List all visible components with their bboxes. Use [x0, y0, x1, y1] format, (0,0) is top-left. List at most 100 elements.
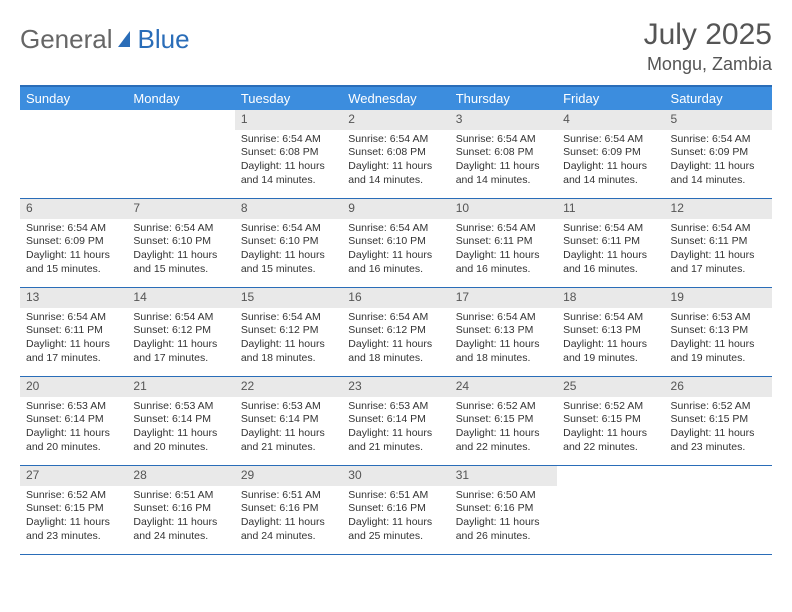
daylight-line: Daylight: 11 hours and 24 minutes.: [133, 516, 228, 543]
day-number: 17: [450, 288, 557, 308]
day-cell: 8Sunrise: 6:54 AMSunset: 6:10 PMDaylight…: [235, 199, 342, 287]
brand-part1: General: [20, 24, 113, 55]
day-cell: 28Sunrise: 6:51 AMSunset: 6:16 PMDayligh…: [127, 466, 234, 554]
sunrise-line: Sunrise: 6:53 AM: [133, 400, 228, 414]
dayname-row: Sunday Monday Tuesday Wednesday Thursday…: [20, 87, 772, 110]
sunrise-line: Sunrise: 6:54 AM: [671, 222, 766, 236]
day-number: 6: [20, 199, 127, 219]
day-number: 9: [342, 199, 449, 219]
sunset-line: Sunset: 6:16 PM: [456, 502, 551, 516]
day-number: 11: [557, 199, 664, 219]
day-number: 5: [665, 110, 772, 130]
day-number: 14: [127, 288, 234, 308]
sunrise-line: Sunrise: 6:54 AM: [456, 222, 551, 236]
day-body: Sunrise: 6:53 AMSunset: 6:14 PMDaylight:…: [127, 397, 234, 459]
daylight-line: Daylight: 11 hours and 14 minutes.: [456, 160, 551, 187]
day-cell: 22Sunrise: 6:53 AMSunset: 6:14 PMDayligh…: [235, 377, 342, 465]
day-number: 19: [665, 288, 772, 308]
day-cell: 11Sunrise: 6:54 AMSunset: 6:11 PMDayligh…: [557, 199, 664, 287]
sunrise-line: Sunrise: 6:54 AM: [241, 222, 336, 236]
sunrise-line: Sunrise: 6:54 AM: [241, 311, 336, 325]
sunrise-line: Sunrise: 6:54 AM: [456, 133, 551, 147]
title-month: July 2025: [644, 18, 772, 52]
daylight-line: Daylight: 11 hours and 20 minutes.: [133, 427, 228, 454]
day-number: 23: [342, 377, 449, 397]
sunset-line: Sunset: 6:15 PM: [26, 502, 121, 516]
sunset-line: Sunset: 6:14 PM: [241, 413, 336, 427]
sunset-line: Sunset: 6:09 PM: [671, 146, 766, 160]
day-cell: 21Sunrise: 6:53 AMSunset: 6:14 PMDayligh…: [127, 377, 234, 465]
sunrise-line: Sunrise: 6:52 AM: [26, 489, 121, 503]
daylight-line: Daylight: 11 hours and 20 minutes.: [26, 427, 121, 454]
daylight-line: Daylight: 11 hours and 18 minutes.: [456, 338, 551, 365]
day-body: Sunrise: 6:54 AMSunset: 6:11 PMDaylight:…: [557, 219, 664, 281]
sunrise-line: Sunrise: 6:54 AM: [133, 311, 228, 325]
dayname: Saturday: [665, 87, 772, 110]
sunset-line: Sunset: 6:09 PM: [26, 235, 121, 249]
day-cell: 16Sunrise: 6:54 AMSunset: 6:12 PMDayligh…: [342, 288, 449, 376]
daylight-line: Daylight: 11 hours and 17 minutes.: [26, 338, 121, 365]
daylight-line: Daylight: 11 hours and 14 minutes.: [241, 160, 336, 187]
week-row: 27Sunrise: 6:52 AMSunset: 6:15 PMDayligh…: [20, 466, 772, 555]
empty-cell: [127, 110, 234, 198]
sunset-line: Sunset: 6:08 PM: [456, 146, 551, 160]
day-cell: 23Sunrise: 6:53 AMSunset: 6:14 PMDayligh…: [342, 377, 449, 465]
day-cell: 25Sunrise: 6:52 AMSunset: 6:15 PMDayligh…: [557, 377, 664, 465]
day-body: Sunrise: 6:54 AMSunset: 6:09 PMDaylight:…: [557, 130, 664, 192]
sunset-line: Sunset: 6:11 PM: [26, 324, 121, 338]
empty-cell: [665, 466, 772, 554]
sunset-line: Sunset: 6:16 PM: [241, 502, 336, 516]
day-number: 25: [557, 377, 664, 397]
sunset-line: Sunset: 6:16 PM: [133, 502, 228, 516]
day-body: Sunrise: 6:50 AMSunset: 6:16 PMDaylight:…: [450, 486, 557, 548]
daylight-line: Daylight: 11 hours and 21 minutes.: [348, 427, 443, 454]
day-body: Sunrise: 6:53 AMSunset: 6:14 PMDaylight:…: [235, 397, 342, 459]
sunrise-line: Sunrise: 6:54 AM: [671, 133, 766, 147]
empty-cell: [557, 466, 664, 554]
sunrise-line: Sunrise: 6:53 AM: [26, 400, 121, 414]
day-number: 12: [665, 199, 772, 219]
day-body: Sunrise: 6:51 AMSunset: 6:16 PMDaylight:…: [127, 486, 234, 548]
day-body: Sunrise: 6:54 AMSunset: 6:13 PMDaylight:…: [557, 308, 664, 370]
day-cell: 6Sunrise: 6:54 AMSunset: 6:09 PMDaylight…: [20, 199, 127, 287]
sunrise-line: Sunrise: 6:54 AM: [348, 133, 443, 147]
empty-cell: [20, 110, 127, 198]
sunrise-line: Sunrise: 6:54 AM: [563, 133, 658, 147]
day-cell: 9Sunrise: 6:54 AMSunset: 6:10 PMDaylight…: [342, 199, 449, 287]
week-row: 20Sunrise: 6:53 AMSunset: 6:14 PMDayligh…: [20, 377, 772, 466]
sunrise-line: Sunrise: 6:54 AM: [241, 133, 336, 147]
daylight-line: Daylight: 11 hours and 18 minutes.: [241, 338, 336, 365]
day-body: Sunrise: 6:54 AMSunset: 6:13 PMDaylight:…: [450, 308, 557, 370]
title-block: July 2025 Mongu, Zambia: [644, 18, 772, 75]
week-row: 1Sunrise: 6:54 AMSunset: 6:08 PMDaylight…: [20, 110, 772, 199]
day-body: Sunrise: 6:53 AMSunset: 6:14 PMDaylight:…: [342, 397, 449, 459]
day-body: Sunrise: 6:54 AMSunset: 6:08 PMDaylight:…: [450, 130, 557, 192]
day-number: 29: [235, 466, 342, 486]
day-number: 4: [557, 110, 664, 130]
day-cell: 1Sunrise: 6:54 AMSunset: 6:08 PMDaylight…: [235, 110, 342, 198]
daylight-line: Daylight: 11 hours and 16 minutes.: [348, 249, 443, 276]
day-body: Sunrise: 6:54 AMSunset: 6:12 PMDaylight:…: [127, 308, 234, 370]
day-cell: 27Sunrise: 6:52 AMSunset: 6:15 PMDayligh…: [20, 466, 127, 554]
sunset-line: Sunset: 6:09 PM: [563, 146, 658, 160]
dayname: Wednesday: [342, 87, 449, 110]
sunrise-line: Sunrise: 6:52 AM: [456, 400, 551, 414]
day-number: 24: [450, 377, 557, 397]
sunrise-line: Sunrise: 6:53 AM: [348, 400, 443, 414]
day-body: Sunrise: 6:51 AMSunset: 6:16 PMDaylight:…: [342, 486, 449, 548]
day-body: Sunrise: 6:52 AMSunset: 6:15 PMDaylight:…: [557, 397, 664, 459]
day-body: Sunrise: 6:54 AMSunset: 6:10 PMDaylight:…: [235, 219, 342, 281]
sunset-line: Sunset: 6:08 PM: [241, 146, 336, 160]
sunset-line: Sunset: 6:14 PM: [26, 413, 121, 427]
day-cell: 15Sunrise: 6:54 AMSunset: 6:12 PMDayligh…: [235, 288, 342, 376]
sunset-line: Sunset: 6:11 PM: [456, 235, 551, 249]
day-cell: 7Sunrise: 6:54 AMSunset: 6:10 PMDaylight…: [127, 199, 234, 287]
sunrise-line: Sunrise: 6:51 AM: [133, 489, 228, 503]
brand-part2: Blue: [138, 24, 190, 55]
daylight-line: Daylight: 11 hours and 22 minutes.: [563, 427, 658, 454]
day-body: Sunrise: 6:54 AMSunset: 6:08 PMDaylight:…: [235, 130, 342, 192]
sunrise-line: Sunrise: 6:53 AM: [241, 400, 336, 414]
daylight-line: Daylight: 11 hours and 22 minutes.: [456, 427, 551, 454]
day-number: 10: [450, 199, 557, 219]
daylight-line: Daylight: 11 hours and 25 minutes.: [348, 516, 443, 543]
